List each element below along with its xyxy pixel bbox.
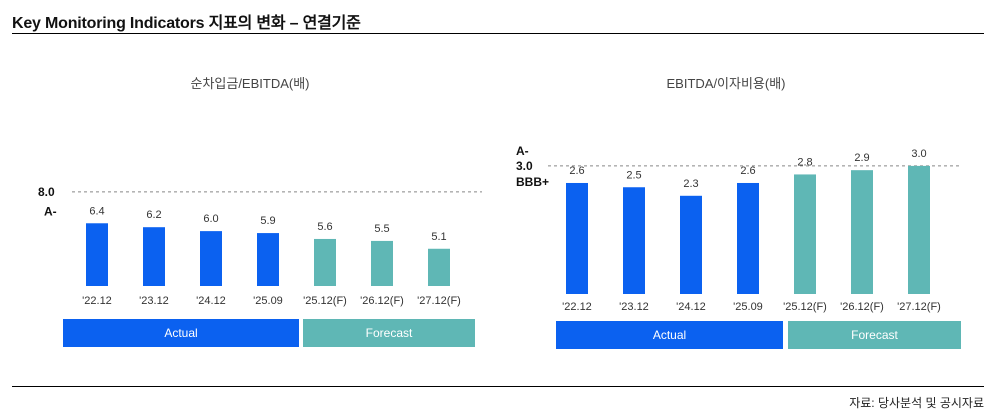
bar-actual [86,223,108,286]
bar-actual [257,233,279,286]
legend-forecast-label: Forecast [851,328,898,342]
bar-forecast [428,248,450,286]
x-tick-label: '27.12(F) [417,295,461,307]
net-debt-ebitda-panel: 순차입금/EBITDA(배) 8.0 A- 6.4 '22.12 6.2 '23.12 6.0… [12,40,482,360]
legend-actual-band [63,319,299,347]
x-tick-label: '25.12(F) [783,301,827,313]
data-label: 2.6 [740,165,755,177]
x-tick-label: '26.12(F) [840,301,884,313]
title-divider [12,33,984,34]
x-tick-label: '22.12 [82,295,112,307]
reference-line-label: 8.0 [38,185,55,199]
x-tick-label: '25.09 [253,295,283,307]
data-label: 2.3 [683,178,698,190]
chart-title: 순차입금/EBITDA(배) [190,76,309,91]
x-tick-label: '23.12 [139,295,169,307]
data-label: 6.4 [89,205,104,217]
bar-forecast [851,170,873,294]
data-label: 5.9 [260,215,275,227]
x-tick-label: '27.12(F) [897,301,941,313]
x-tick-label: '25.12(F) [303,295,347,307]
x-tick-label: '25.09 [733,301,763,313]
chart-title: EBITDA/이자비용(배) [666,76,785,91]
data-label: 2.9 [854,152,869,164]
data-label: 2.8 [797,156,812,168]
data-label: 6.2 [146,209,161,221]
x-tick-label: '22.12 [562,301,592,313]
data-label: 5.6 [317,221,332,233]
legend-forecast-band [303,319,475,347]
data-label: 2.5 [626,169,641,181]
bar-actual [566,182,588,294]
bar-actual [680,195,702,294]
bar-forecast [908,165,930,294]
bottom-divider [12,386,984,387]
bar-forecast [794,174,816,294]
x-tick-label: '24.12 [196,295,226,307]
rating-label: BBB+ [516,175,549,189]
bar-actual [143,227,165,286]
ebitda-interest-panel: EBITDA/이자비용(배) 3.0 A- BBB+ 2.6'22.12 2.5'23.1… [500,40,970,360]
data-label: 3.0 [911,148,926,160]
legend-forecast-label: Forecast [366,326,413,340]
x-tick-label: '26.12(F) [360,295,404,307]
bar-forecast [371,240,393,286]
page-title: Key Monitoring Indicators 지표의 변화 – 연결기준 [12,15,361,32]
legend-actual-band [556,321,783,349]
legend-forecast-band [788,321,961,349]
legend-actual-label: Actual [653,328,686,342]
x-tick-label: '23.12 [619,301,649,313]
data-label: 5.5 [374,223,389,235]
data-label: 5.1 [431,231,446,243]
bar-actual [623,187,645,294]
legend-actual-label: Actual [164,326,197,340]
bar-actual [737,182,759,294]
bar-actual [200,231,222,286]
net-debt-ebitda-chart: 순차입금/EBITDA(배) 8.0 A- 6.4 '22.12 6.2 '23.12 6.0… [38,76,482,347]
source-note: 자료: 당사분석 및 공시자료 [849,396,984,410]
rating-label: A- [516,144,529,158]
ebitda-interest-chart: EBITDA/이자비용(배)3.0A-BBB+2.6'22.122.5'23.1… [516,76,961,349]
data-label: 6.0 [203,213,218,225]
data-label: 2.6 [569,165,584,177]
rating-label: A- [44,205,57,219]
x-tick-label: '24.12 [676,301,706,313]
bar-forecast [314,238,336,286]
reference-line-label: 3.0 [516,159,533,173]
